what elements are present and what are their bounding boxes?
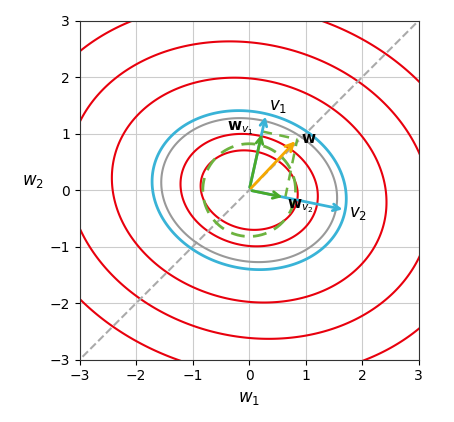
Text: $\mathbf{w}_{v_2}$: $\mathbf{w}_{v_2}$ <box>287 198 313 216</box>
Y-axis label: $w_2$: $w_2$ <box>22 172 44 190</box>
Text: $v_2$: $v_2$ <box>349 205 367 222</box>
X-axis label: $w_1$: $w_1$ <box>238 389 260 407</box>
Text: $\mathbf{w}_{v_1}$: $\mathbf{w}_{v_1}$ <box>227 119 254 137</box>
Text: $v_1$: $v_1$ <box>269 98 287 115</box>
Text: $\mathbf{w}$: $\mathbf{w}$ <box>301 131 317 146</box>
